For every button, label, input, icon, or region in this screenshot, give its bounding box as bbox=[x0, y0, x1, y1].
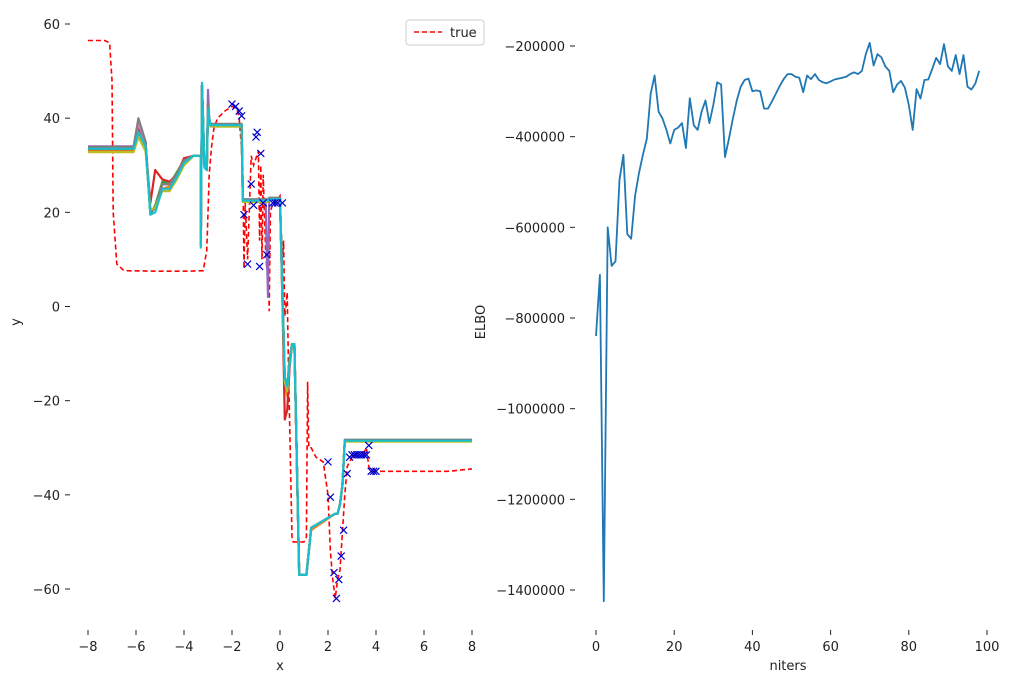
x-tick-label: 40 bbox=[744, 640, 761, 655]
observation-point bbox=[369, 467, 378, 476]
x-tick-label: 60 bbox=[822, 640, 839, 655]
y-tick-label: 60 bbox=[43, 18, 60, 33]
x-axis-ticks-right: 0 20 40 60 80 100 bbox=[592, 630, 1000, 655]
x-axis-label: x bbox=[276, 659, 284, 674]
legend-box bbox=[405, 19, 485, 46]
x-tick-label: 80 bbox=[901, 640, 918, 655]
y-tick-label: −40 bbox=[33, 489, 60, 504]
observation-point bbox=[249, 201, 258, 210]
observation-point bbox=[235, 107, 244, 116]
observation-point bbox=[343, 469, 352, 478]
sample-line-9 bbox=[88, 88, 472, 577]
y-tick-label: −20 bbox=[33, 395, 60, 410]
observation-point bbox=[259, 198, 268, 207]
observation-point bbox=[247, 180, 256, 189]
x-tick-label: −8 bbox=[78, 640, 97, 655]
observation-point bbox=[253, 128, 262, 137]
observation-point bbox=[262, 250, 271, 259]
legend-true-label: true bbox=[450, 26, 477, 41]
y-tick-label: 40 bbox=[43, 112, 60, 127]
observation-point bbox=[372, 467, 380, 476]
observation-point bbox=[364, 441, 373, 450]
elbo-line bbox=[595, 41, 981, 603]
x-tick-label: −4 bbox=[174, 640, 193, 655]
y-tick-label: 20 bbox=[43, 206, 60, 221]
y-tick-label: −1000000 bbox=[496, 403, 565, 418]
observation-point bbox=[278, 198, 287, 207]
sample-line-10 bbox=[88, 81, 472, 577]
observation-point bbox=[326, 493, 335, 502]
observation-point bbox=[362, 450, 371, 459]
observation-point bbox=[271, 198, 280, 207]
observation-point bbox=[360, 450, 368, 459]
y-tick-label: −1200000 bbox=[496, 493, 565, 508]
observation-markers bbox=[228, 100, 380, 603]
observation-point bbox=[237, 111, 246, 120]
y-tick-label: −60 bbox=[33, 583, 60, 598]
observation-point bbox=[330, 568, 338, 577]
observation-point bbox=[324, 457, 332, 466]
observation-point bbox=[231, 102, 240, 111]
observation-point bbox=[339, 526, 348, 535]
y-tick-label: −800000 bbox=[504, 312, 565, 327]
true-line bbox=[88, 39, 473, 599]
y-axis-label-right: ELBO bbox=[474, 305, 489, 339]
observation-point bbox=[243, 260, 252, 269]
y-tick-label: −600000 bbox=[504, 221, 565, 236]
x-tick-label: 0 bbox=[276, 640, 284, 655]
x-tick-label: 0 bbox=[592, 640, 600, 655]
legend: true bbox=[405, 19, 485, 46]
elbo-curve bbox=[595, 41, 981, 603]
y-tick-label: −400000 bbox=[504, 131, 565, 146]
y-axis-label: y bbox=[9, 318, 24, 326]
observation-point bbox=[228, 100, 236, 108]
x-tick-label: −2 bbox=[222, 640, 241, 655]
observation-point bbox=[337, 552, 346, 560]
right-plot: 0 20 40 60 80 100 −1400000 −1200000 −1000000 −80… bbox=[474, 40, 999, 674]
x-tick-label: −6 bbox=[126, 640, 145, 655]
x-tick-label: 6 bbox=[420, 640, 428, 655]
observation-point bbox=[334, 575, 343, 584]
observation-point bbox=[240, 210, 248, 219]
x-axis-label-right: niters bbox=[769, 659, 806, 674]
posterior-sample-lines bbox=[88, 81, 472, 577]
y-tick-label: −1400000 bbox=[496, 584, 565, 599]
x-tick-label: 4 bbox=[372, 640, 380, 655]
observation-point bbox=[255, 262, 264, 271]
y-axis-ticks: −60 −40 −20 0 20 40 60 bbox=[33, 18, 70, 598]
observation-point bbox=[252, 133, 260, 141]
observation-point bbox=[256, 149, 265, 158]
true-function-line bbox=[88, 39, 473, 599]
y-tick-label: 0 bbox=[52, 301, 60, 316]
x-tick-label: 100 bbox=[975, 640, 1000, 655]
x-tick-label: 2 bbox=[324, 640, 332, 655]
observation-point bbox=[332, 594, 341, 603]
y-axis-ticks-right: −1400000 −1200000 −1000000 −800000 −600000 −4… bbox=[496, 40, 575, 599]
x-tick-label: 8 bbox=[468, 640, 476, 655]
x-axis-ticks: −8 −6 −4 −2 0 2 4 6 8 bbox=[78, 630, 476, 655]
x-tick-label: 20 bbox=[666, 640, 683, 655]
y-tick-label: −200000 bbox=[504, 40, 565, 55]
